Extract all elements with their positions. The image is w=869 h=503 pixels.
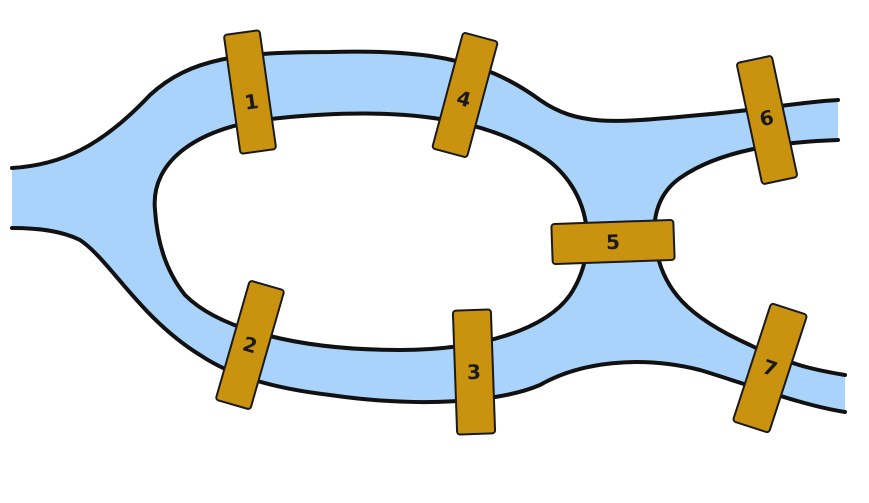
bridge-2-label: 2 (240, 332, 260, 359)
bridge-5: 5 (550, 218, 676, 266)
bridge-1: 1 (223, 29, 277, 155)
bridge-4: 4 (431, 32, 499, 158)
bridge-4-label: 4 (454, 85, 474, 112)
bridge-6: 6 (736, 55, 798, 185)
bridge-3: 3 (451, 308, 497, 436)
bridge-5-label: 5 (606, 230, 621, 254)
bridge-3-label: 3 (467, 360, 482, 384)
outer-top-bank (10, 49, 840, 170)
bridge-1-label: 1 (243, 89, 260, 115)
outer-bottom-bank (10, 226, 847, 414)
bridge-7: 7 (732, 302, 808, 434)
bridge-6-label: 6 (757, 105, 776, 131)
bridge-2: 2 (215, 280, 285, 410)
bridges: 1 2 3 4 5 6 7 (215, 29, 808, 436)
island-bank (152, 111, 590, 352)
river-water (12, 51, 845, 413)
